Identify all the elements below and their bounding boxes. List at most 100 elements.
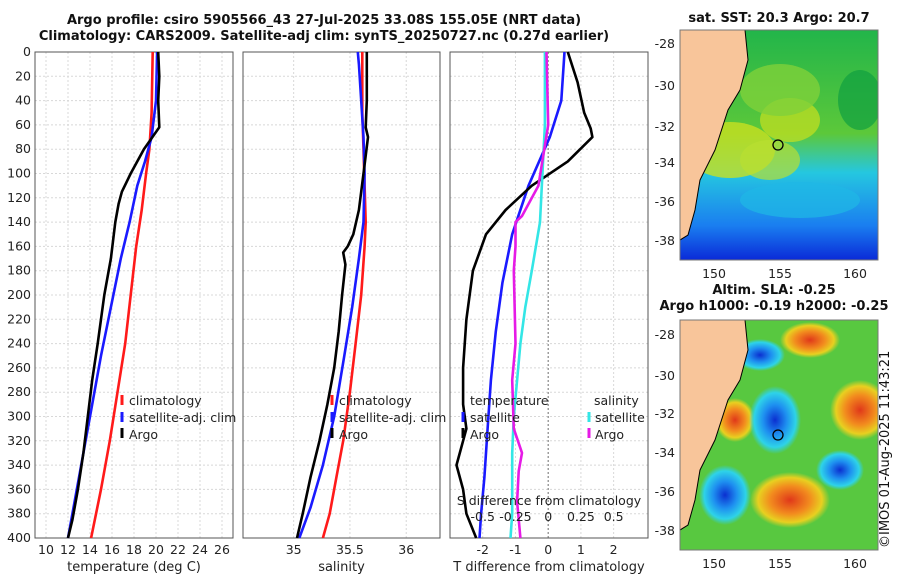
y-tick-label: 0 [23,44,31,59]
y-tick-label: 380 [7,506,31,521]
lat-tick: -34 [655,445,675,460]
x-tick-label: 36 [398,542,414,557]
legend-label: Argo [595,427,624,442]
series-line-temperature-satellite [478,51,566,539]
sla-high-anomaly [750,472,830,528]
y-tick-label: 140 [7,214,31,229]
y-tick-label: 280 [7,384,31,399]
legend-label: Argo [129,427,158,442]
legend-difference: temperature satellite Argo salinity sate… [461,393,645,442]
sst-cool-patch [838,70,878,130]
series-line-satellite-adj-clim [298,51,366,539]
lon-tick: 155 [768,266,792,281]
x-tick-label: 35 [286,542,302,557]
y-tick-label: 160 [7,238,31,253]
lat-tick: -36 [655,484,675,499]
legend-label: Argo [470,427,499,442]
page-title: Argo profile: csiro 5905566_43 27-Jul-20… [38,13,610,44]
top-tick-label: 0.25 [567,509,595,524]
y-tick-label: 200 [7,287,31,302]
sla-map-frame [679,319,879,551]
legend-label: Argo [339,427,368,442]
lat-tick: -30 [655,78,675,93]
x-tick-label: 12 [60,542,76,557]
y-tick-label: 180 [7,263,31,278]
lat-tick: -34 [655,155,675,170]
y-tick-label: 220 [7,311,31,326]
sla-map: -28 -30 -32 -34 -36 -38 150 155 160 [655,319,879,571]
panel-frame [242,51,441,539]
lat-tick: -38 [655,233,675,248]
lat-tick: -38 [655,523,675,538]
y-tick-label: 20 [15,68,31,83]
series-line-salinity-argo [510,51,550,539]
x-tick-label: 24 [192,542,208,557]
float-location-marker [772,429,784,441]
legend-label: satellite [470,410,520,425]
y-tick-label: 40 [15,93,31,108]
sla-axis-labels: -28 -30 -32 -34 -36 -38 150 155 160 [655,327,867,571]
x-axis-label: temperature (deg C) [67,560,201,575]
y-tick-label: 260 [7,360,31,375]
y-tick-label: 240 [7,336,31,351]
legend-salinity: climatology satellite-adj. clim Argo [330,393,446,442]
series-line-salinity-satellite [509,52,547,539]
top-tick-label: 0.5 [604,509,624,524]
x-tick-label: 2 [610,542,618,557]
lat-tick: -28 [655,327,675,342]
legend-label: temperature [470,393,549,408]
y-tick-label: 340 [7,457,31,472]
x-tick-label: -1 [509,542,521,557]
series-line-temperature-argo [455,51,594,539]
y-tick-label: 360 [7,481,31,496]
float-location-marker [772,139,784,151]
imos-credit: ©IMOS 01-Aug-2025 11:43:21 [878,350,893,548]
top-tick-label: 0 [544,509,552,524]
x-tick-label: 16 [104,542,120,557]
y-tick-label: 300 [7,409,31,424]
sst-cool-patch [740,182,860,218]
sla-low-anomaly [699,465,751,525]
x-tick-label: 22 [170,542,186,557]
lon-tick: 160 [843,556,867,571]
sla-low-anomaly [749,386,801,454]
y-tick-label: 60 [15,117,31,132]
legend-temperature: climatology satellite-adj. clim Argo [120,393,236,442]
sst-axis-labels: -28 -30 -32 -34 -36 -38 150 155 160 [655,36,867,281]
x-axis-label: salinity [318,560,365,575]
series-line-argo [66,51,161,539]
lon-tick: 150 [702,556,726,571]
x-tick-label: 14 [82,542,98,557]
panel-frame [34,51,234,539]
lat-tick: -30 [655,368,675,383]
sla-high-anomaly [780,322,840,358]
y-tick-label: 120 [7,190,31,205]
x-tick-label: 10 [38,542,54,557]
x-tick-label: 0 [544,542,552,557]
x-tick-label: -2 [476,542,488,557]
x-tick-label: 18 [126,542,142,557]
sla-map-title: Altim. SLA: -0.25 Argo h1000: -0.19 h200… [659,283,889,314]
y-tick-label: 100 [7,166,31,181]
series-line-satellite-adj-clim [66,51,159,539]
x-tick-label: 20 [148,542,164,557]
lon-tick: 150 [702,266,726,281]
legend-label: salinity [594,393,639,408]
sst-warm-patch [740,140,800,180]
y-tick-label: 400 [7,530,31,545]
legend-label: climatology [129,393,202,408]
x-axis-label: T difference from climatology [452,560,645,575]
australia-land [680,30,749,241]
panel-frame [449,51,649,539]
legend-label: satellite [595,410,645,425]
legend-label: satellite-adj. clim [339,410,446,425]
sst-map-frame [679,29,879,261]
sla-low-anomaly [816,450,864,490]
top-tick-label: -0.25 [499,509,531,524]
x-tick-label: 26 [214,542,230,557]
lat-tick: -32 [655,406,675,421]
series-line-argo [295,52,370,539]
sla-high-anomaly [830,380,878,440]
sst-map: -28 -30 -32 -34 -36 -38 150 155 160 [655,29,879,281]
